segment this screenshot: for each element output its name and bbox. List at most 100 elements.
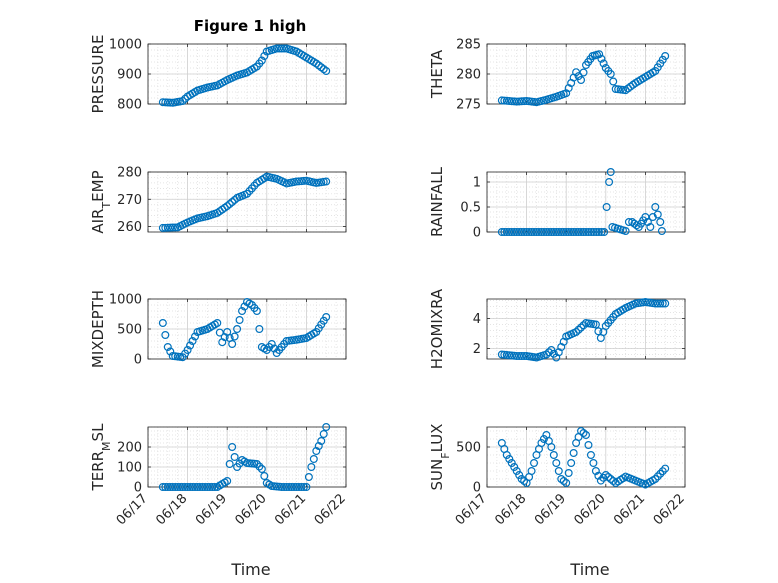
series-points — [497, 168, 666, 237]
data-point — [497, 350, 506, 359]
data-point — [554, 228, 563, 237]
data-point — [562, 228, 571, 237]
data-point — [294, 177, 303, 186]
data-point — [539, 435, 548, 444]
data-point — [527, 228, 536, 237]
data-point — [275, 482, 284, 491]
y-tick-label: 270 — [117, 193, 142, 208]
data-point — [166, 347, 175, 356]
data-point — [235, 316, 244, 325]
x-tick-label: 06/22 — [312, 491, 349, 528]
x-tick-label: 06/19 — [193, 491, 230, 528]
data-point — [510, 228, 519, 237]
data-point — [661, 51, 670, 60]
y-axis-label-main: RAINFALL — [428, 166, 446, 237]
data-point — [255, 462, 264, 471]
data-point — [292, 177, 301, 186]
data-point — [317, 63, 326, 72]
data-point — [552, 228, 561, 237]
data-point — [534, 228, 543, 237]
data-point — [505, 455, 514, 464]
data-point — [245, 459, 254, 468]
y-tick-label: 4 — [473, 312, 481, 327]
data-point — [577, 323, 586, 332]
y-tick-label: 0.5 — [460, 201, 481, 216]
x-tick-label: 06/21 — [611, 491, 648, 528]
data-point — [280, 44, 289, 53]
data-point — [277, 44, 286, 53]
data-point — [525, 228, 534, 237]
y-tick-label: 200 — [117, 441, 142, 456]
data-point — [512, 467, 521, 476]
data-point — [517, 475, 526, 484]
x-tick-label: 06/19 — [532, 491, 569, 528]
data-point — [591, 467, 600, 476]
y-tick-label: 500 — [117, 323, 142, 338]
data-point — [158, 483, 167, 492]
data-point — [653, 472, 662, 481]
data-point — [272, 44, 281, 53]
data-point — [280, 483, 289, 492]
data-point — [572, 228, 581, 237]
data-point — [228, 198, 237, 207]
data-point — [651, 203, 660, 212]
data-point — [510, 351, 519, 360]
data-point — [213, 319, 222, 328]
data-point — [510, 97, 519, 106]
data-point — [497, 228, 506, 237]
data-point — [186, 483, 195, 492]
data-point — [500, 228, 509, 237]
data-point — [322, 66, 331, 75]
data-point — [500, 96, 509, 105]
data-point — [507, 228, 516, 237]
data-point — [604, 473, 613, 482]
data-point — [275, 44, 284, 53]
data-point — [290, 483, 299, 492]
y-axis-label: RAINFALL — [428, 166, 446, 237]
data-point — [317, 437, 326, 446]
data-point — [624, 218, 633, 227]
x-tick-label: 06/17 — [453, 491, 490, 528]
data-point — [520, 352, 529, 361]
data-point — [225, 460, 234, 469]
data-point — [559, 477, 568, 486]
data-point — [522, 228, 531, 237]
data-point — [193, 483, 202, 492]
data-point — [597, 228, 606, 237]
x-tick-label: 06/18 — [153, 491, 190, 528]
y-tick-label: 900 — [117, 68, 142, 83]
data-point — [158, 223, 167, 232]
data-point — [166, 98, 175, 107]
data-point — [600, 228, 609, 237]
y-tick-label: 280 — [456, 68, 481, 83]
data-point — [292, 483, 301, 492]
y-axis-label-main: SUN — [428, 459, 446, 491]
data-point — [191, 332, 200, 341]
axes-box — [486, 298, 686, 360]
data-point — [297, 483, 306, 492]
y-axis-label-main: TERR — [89, 451, 107, 492]
data-point — [299, 483, 308, 492]
x-tick-label: 06/17 — [114, 491, 151, 528]
series-points — [158, 423, 331, 492]
data-point — [205, 483, 214, 492]
y-axis-label-tail: LUX — [428, 424, 446, 453]
data-point — [505, 96, 514, 105]
data-point — [595, 50, 604, 59]
y-axis-label-sub: M — [100, 441, 113, 451]
data-point — [520, 477, 529, 486]
data-point — [592, 228, 601, 237]
y-tick-label: 100 — [117, 461, 142, 476]
data-point — [502, 351, 511, 360]
data-point — [225, 200, 234, 209]
data-point — [183, 346, 192, 355]
data-point — [512, 352, 521, 361]
data-point — [267, 340, 276, 349]
data-point — [272, 482, 281, 491]
data-point — [507, 97, 516, 106]
data-point — [188, 483, 197, 492]
y-tick-label: 260 — [117, 220, 142, 235]
data-point — [515, 471, 524, 480]
data-point — [594, 228, 603, 237]
